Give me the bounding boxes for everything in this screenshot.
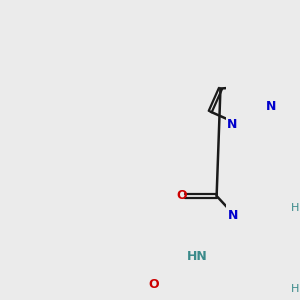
Text: O: O [148, 278, 159, 291]
Text: N: N [228, 209, 238, 222]
Text: H: H [291, 203, 299, 213]
Text: N: N [227, 118, 238, 130]
Text: HN: HN [186, 250, 207, 262]
Text: N: N [266, 100, 277, 113]
Text: O: O [176, 190, 187, 202]
Text: H: H [291, 284, 299, 294]
